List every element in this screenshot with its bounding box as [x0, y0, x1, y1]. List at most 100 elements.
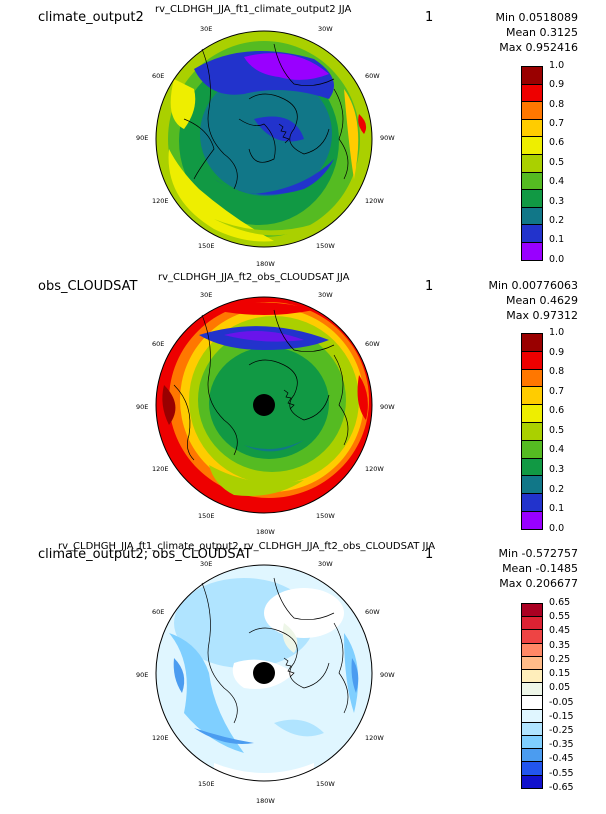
colorbar-tick-label: -0.35: [549, 739, 574, 751]
colorbar-tick-label: 0.0: [549, 522, 565, 534]
colorbar-tick-label: 1.0: [549, 327, 565, 338]
colorbar-swatch: [521, 669, 543, 684]
panel-3-lon-150e: 150E: [198, 780, 215, 788]
panel-3-title: rv_CLDHGH_JJA_ft1_climate_output2_rv_CLD…: [58, 541, 436, 552]
colorbar-swatch: [521, 333, 543, 352]
panel-3-lon-30w: 30W: [318, 560, 333, 568]
panel-2-number: 1: [425, 279, 434, 294]
colorbar-tick-label: 0.2: [549, 214, 565, 226]
panel-3-min: Min -0.572757: [498, 547, 578, 560]
colorbar-swatch: [521, 735, 543, 750]
colorbar-tick-label: -0.55: [549, 767, 574, 779]
panel-2-label: obs_CLOUDSAT: [38, 279, 138, 294]
colorbar-swatch: [521, 422, 543, 441]
colorbar-swatch: [521, 206, 543, 226]
panel-3-lon-120e: 120E: [152, 734, 169, 742]
panel-2-lon-120w: 120W: [365, 465, 384, 473]
colorbar-swatch: [521, 603, 543, 618]
panel-1-lon-150w: 150W: [316, 242, 335, 250]
colorbar-tick-label: 0.4: [549, 176, 565, 188]
panel-2-lon-90e: 90E: [136, 403, 149, 411]
panel-3-label: climate_output2; obs_CLOUDSAT: [38, 547, 252, 562]
colorbar-swatch: [521, 136, 543, 155]
colorbar-swatch: [521, 761, 543, 776]
colorbar-tick-label: 0.45: [549, 625, 571, 637]
panel-3-number: 1: [425, 547, 434, 562]
panel-3-lon-60w: 60W: [365, 608, 380, 616]
colorbar-tick-label: 0.25: [549, 653, 571, 665]
panel-1-lon-120w: 120W: [365, 197, 384, 205]
colorbar-swatch: [521, 224, 543, 243]
panel-1-lon-180w: 180W: [256, 260, 275, 268]
colorbar-tick-label: 0.8: [549, 366, 565, 378]
colorbar-tick-label: 0.55: [549, 611, 571, 623]
panel-1-polar-map: [155, 30, 373, 248]
panel-2-lon-30w: 30W: [318, 291, 333, 299]
colorbar-swatch: [521, 511, 543, 530]
panel-1-number: 1: [425, 10, 434, 25]
colorbar-swatch: [521, 616, 543, 631]
colorbar-swatch: [521, 386, 543, 406]
panel-1-max: Max 0.952416: [499, 41, 578, 54]
panel-1-title: rv_CLDHGH_JJA_ft1_climate_output2 JJA: [155, 4, 352, 15]
colorbar-tick-label: -0.15: [549, 710, 574, 722]
colorbar-swatch: [521, 118, 543, 138]
colorbar-tick-label: 0.5: [549, 424, 565, 436]
colorbar-tick-label: -0.05: [549, 696, 574, 708]
panel-3-lon-90w: 90W: [380, 671, 395, 679]
colorbar-tick-label: 0.8: [549, 98, 565, 110]
colorbar-tick-label: 0.35: [549, 639, 571, 651]
colorbar-tick-label: 0.6: [549, 137, 565, 149]
colorbar-swatch: [521, 493, 543, 512]
colorbar-swatch: [521, 642, 543, 657]
panel-1-lon-150e: 150E: [198, 242, 215, 250]
colorbar-swatch: [521, 748, 543, 763]
panel-2-polar-map: [155, 296, 373, 514]
colorbar-tick-label: 0.05: [549, 682, 571, 694]
colorbar-swatch: [521, 475, 543, 495]
colorbar-swatch: [521, 695, 543, 710]
colorbar-swatch: [521, 368, 543, 388]
colorbar-swatch: [521, 708, 543, 723]
colorbar-tick-label: 0.7: [549, 385, 565, 397]
colorbar-tick-label: 0.9: [549, 346, 565, 358]
panel-3-lon-30e: 30E: [200, 560, 213, 568]
panel-2-lon-150w: 150W: [316, 512, 335, 520]
panel-3-lon-120w: 120W: [365, 734, 384, 742]
colorbar-tick-label: 1.0: [549, 60, 565, 71]
panel-2-max: Max 0.97312: [506, 309, 578, 322]
colorbar-tick-label: 0.1: [549, 503, 565, 515]
colorbar-swatch: [521, 242, 543, 261]
colorbar-tick-label: 0.0: [549, 253, 565, 265]
colorbar-tick-label: 0.1: [549, 234, 565, 246]
colorbar-tick-label: 0.2: [549, 483, 565, 495]
panel-1-min: Min 0.0518089: [495, 11, 579, 24]
panel-3-mean: Mean -0.1485: [502, 562, 578, 575]
panel-1-label: climate_output2: [38, 10, 144, 25]
panel-3-lon-60e: 60E: [152, 608, 165, 616]
panel-1-lon-90e: 90E: [136, 134, 149, 142]
panel-2-lon-90w: 90W: [380, 403, 395, 411]
colorbar-swatch: [521, 629, 543, 644]
panel-3-lon-150w: 150W: [316, 780, 335, 788]
panel-2-lon-60w: 60W: [365, 340, 380, 348]
panel-2-lon-60e: 60E: [152, 340, 165, 348]
colorbar-tick-label: 0.7: [549, 118, 565, 130]
colorbar-tick-label: 0.3: [549, 195, 565, 207]
colorbar-tick-label: 0.6: [549, 405, 565, 417]
colorbar-tick-label: -0.45: [549, 753, 574, 765]
colorbar-tick-label: 0.4: [549, 444, 565, 456]
panel-2-title: rv_CLDHGH_JJA_ft2_obs_CLOUDSAT JJA: [158, 272, 350, 283]
colorbar-swatch: [521, 721, 543, 736]
colorbar-tick-label: 0.9: [549, 79, 565, 91]
panel-2-lon-30e: 30E: [200, 291, 213, 299]
colorbar-swatch: [521, 439, 543, 459]
panel-1-lon-90w: 90W: [380, 134, 395, 142]
colorbar-swatch: [521, 83, 543, 103]
panel-1-lon-60e: 60E: [152, 72, 165, 80]
panel-3-max: Max 0.206677: [499, 577, 578, 590]
panel-1-lon-120e: 120E: [152, 197, 169, 205]
colorbar-tick-label: 0.15: [549, 668, 571, 680]
panel-3-lon-180w: 180W: [256, 797, 275, 805]
panel-1-lon-60w: 60W: [365, 72, 380, 80]
